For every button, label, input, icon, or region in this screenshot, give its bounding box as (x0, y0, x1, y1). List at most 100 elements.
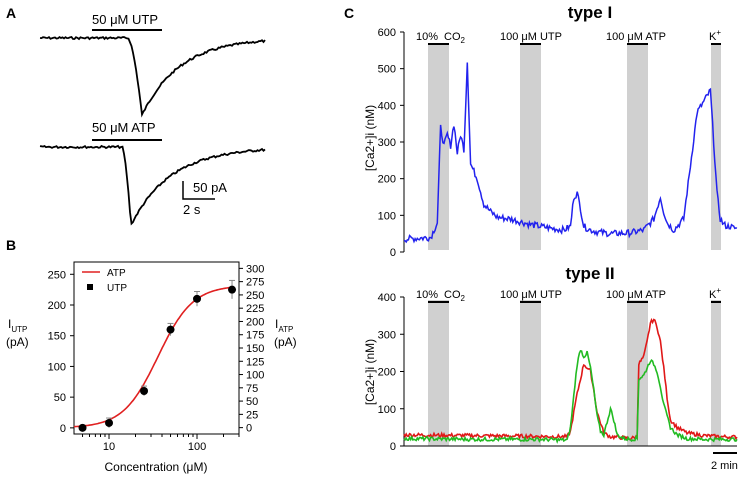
type-2-tick-label: 200 (378, 367, 396, 379)
panel-a-label: A (6, 5, 16, 21)
right-axis-unit: (pA) (274, 335, 297, 349)
scale-bar-current-label: 50 pA (193, 180, 227, 195)
k-stim-label-bottom: K+ (709, 286, 721, 301)
left-axis-label-main: I (8, 317, 11, 331)
panel-b-label: B (6, 237, 16, 253)
utp-point (228, 285, 237, 294)
atp-stim-label-top: 100 μM ATP (606, 31, 666, 43)
type-1-tick-label: 300 (378, 137, 396, 149)
right-tick-label: 0 (246, 423, 252, 435)
atp-fit-curve (73, 286, 233, 428)
x-tick-label: 10 (103, 441, 115, 453)
right-tick-label: 300 (246, 263, 264, 275)
type-1-tick-label: 100 (378, 210, 396, 222)
type-1-calcium-trace (404, 62, 738, 244)
right-tick-label: 50 (246, 396, 258, 408)
right-tick-label: 125 (246, 356, 264, 368)
type-2-title: type II (565, 264, 614, 283)
type-1-tick-label: 0 (390, 247, 396, 259)
right-axis-label-main: I (275, 317, 278, 331)
right-tick-label: 100 (246, 370, 264, 382)
type-2-y-label: [Ca2+]i (nM) (363, 339, 377, 405)
stimulus-labels-bottom: 10% CO2 100 μM UTP 100 μM ATP K+ (416, 286, 721, 303)
co2-shading-bottom (428, 300, 449, 446)
utp-application-label: 50 μM UTP (92, 12, 158, 27)
type-2-tick-label: 100 (378, 404, 396, 416)
k-shading-bottom (711, 300, 721, 446)
right-tick-label: 75 (246, 383, 258, 395)
panel-c: C type I type II 10% CO2 100 μM UTP 100 μ… (344, 3, 738, 472)
type-2-tick-label: 300 (378, 329, 396, 341)
x-axis-label: Concentration (μM) (105, 460, 208, 474)
left-tick-label: 0 (60, 423, 66, 435)
co2-stim-label-top: 10% CO2 (416, 31, 466, 45)
type-2-tick-label: 400 (378, 292, 396, 304)
atp-current-trace (39, 144, 266, 226)
type-1-tick-label: 500 (378, 64, 396, 76)
right-tick-label: 275 (246, 277, 264, 289)
stimulus-labels-top: 10% CO2 100 μM UTP 100 μM ATP K+ (416, 28, 721, 45)
left-axis-unit: (pA) (6, 335, 29, 349)
right-tick-label: 225 (246, 303, 264, 315)
right-axis-label: IATP (275, 317, 293, 334)
panel-c-label: C (344, 5, 354, 21)
left-tick-label: 250 (48, 269, 66, 281)
type-1-y-ticks: 0 100 200 300 400 500 600 (378, 27, 404, 259)
atp-shading-top (627, 45, 648, 250)
right-tick-label: 175 (246, 330, 264, 342)
utp-current-trace (39, 35, 266, 118)
utp-point (193, 294, 202, 303)
left-tick-label: 100 (48, 361, 66, 373)
utp-shading-top (520, 45, 541, 250)
scale-bar-time-label: 2 s (183, 202, 201, 217)
type-2-axes: 0 100 200 300 400 (378, 292, 737, 453)
x-axis-ticks: 10 100 (82, 434, 240, 453)
type-2-y-ticks: 0 100 200 300 400 (378, 292, 404, 453)
x-tick-label: 100 (188, 441, 206, 453)
left-tick-label: 200 (48, 300, 66, 312)
left-axis-ticks: 0 50 100 150 200 250 (48, 269, 74, 435)
co2-shading-top (428, 45, 449, 250)
scale-bar (182, 181, 215, 200)
utp-point (78, 423, 87, 432)
k-shading-top (711, 45, 721, 250)
type-1-title: type I (568, 3, 612, 22)
right-axis-label-sub: ATP (278, 325, 293, 334)
utp-point (105, 418, 114, 427)
left-axis-label-sub: UTP (11, 325, 27, 334)
right-tick-label: 250 (246, 290, 264, 302)
stimulus-shading (428, 45, 721, 446)
legend-atp-label: ATP (107, 268, 126, 279)
right-tick-label: 150 (246, 343, 264, 355)
right-tick-label: 200 (246, 316, 264, 328)
legend-utp-label: UTP (107, 283, 127, 294)
left-axis-label: IUTP (8, 317, 27, 334)
time-scale-label: 2 min (711, 460, 738, 472)
atp-application-label: 50 μM ATP (92, 120, 156, 135)
left-tick-label: 150 (48, 331, 66, 343)
right-tick-label: 25 (246, 409, 258, 421)
utp-stim-label-bottom: 100 μM UTP (500, 289, 562, 301)
utp-shading-bottom (520, 300, 541, 446)
type-1-y-label: [Ca2+]i (nM) (363, 105, 377, 171)
type-1-tick-label: 200 (378, 174, 396, 186)
legend-utp-marker (87, 284, 93, 290)
utp-point (140, 387, 149, 395)
type-1-tick-label: 400 (378, 100, 396, 112)
left-tick-label: 50 (54, 392, 66, 404)
plot-frame (73, 261, 240, 435)
atp-shading-bottom (627, 300, 648, 446)
atp-stim-label-bottom: 100 μM ATP (606, 289, 666, 301)
utp-data-points (78, 279, 237, 432)
utp-point (166, 325, 175, 334)
type-2-green-trace (403, 350, 738, 444)
co2-stim-label-bottom: 10% CO2 (416, 289, 466, 303)
k-stim-label-top: K+ (709, 28, 721, 43)
type-1-tick-label: 600 (378, 27, 396, 39)
type-2-tick-label: 0 (390, 441, 396, 453)
type-1-axes: 0 100 200 300 400 500 600 (378, 27, 405, 259)
utp-stim-label-top: 100 μM UTP (500, 31, 562, 43)
